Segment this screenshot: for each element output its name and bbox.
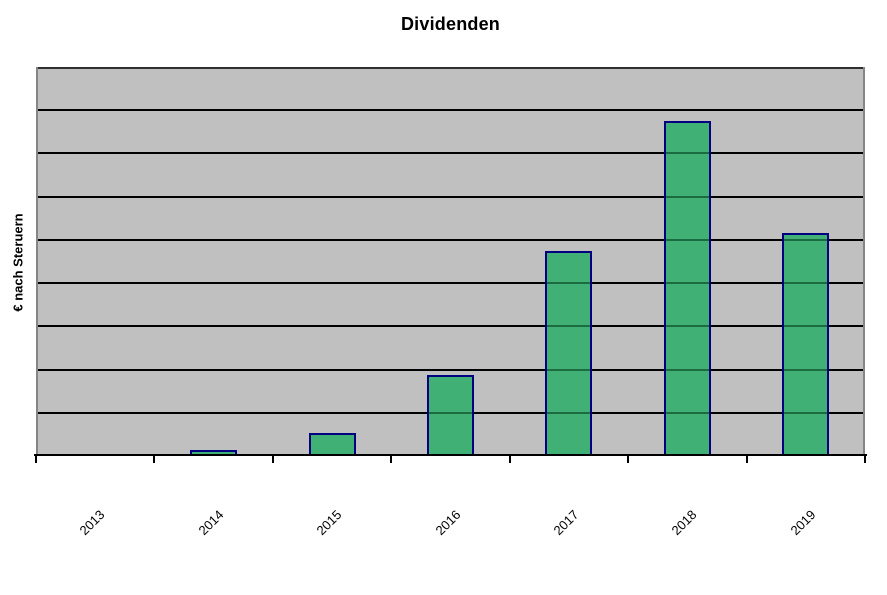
gridline xyxy=(36,152,865,154)
x-axis-tick xyxy=(35,456,37,463)
gridline-over-bar xyxy=(666,282,709,284)
x-tick-label-2017: 2017 xyxy=(550,507,582,539)
x-tick-label-2016: 2016 xyxy=(432,507,464,539)
gridline-over-bar xyxy=(666,152,709,154)
gridline xyxy=(36,196,865,198)
x-axis-tick xyxy=(746,456,748,463)
gridline xyxy=(36,67,865,69)
x-tick-label-2014: 2014 xyxy=(195,507,227,539)
gridline-over-bar xyxy=(547,369,590,371)
gridline-over-bar xyxy=(666,369,709,371)
x-axis-tick xyxy=(272,456,274,463)
plot-area xyxy=(36,67,865,456)
x-tick-label-2019: 2019 xyxy=(787,507,819,539)
gridline-over-bar xyxy=(784,412,827,414)
bar-2017 xyxy=(545,251,592,456)
gridline-over-bar xyxy=(666,412,709,414)
gridline-over-bar xyxy=(784,325,827,327)
gridline-over-bar xyxy=(784,239,827,241)
gridline-over-bar xyxy=(666,325,709,327)
gridline-over-bar xyxy=(666,239,709,241)
x-axis-tick xyxy=(509,456,511,463)
gridline xyxy=(36,109,865,111)
x-axis-tick xyxy=(627,456,629,463)
bar-2018 xyxy=(664,121,711,456)
gridline-over-bar xyxy=(784,369,827,371)
gridline-over-bar xyxy=(547,282,590,284)
gridline-over-bar xyxy=(429,412,472,414)
plot-frame-left xyxy=(36,67,38,456)
bar-2014 xyxy=(190,450,237,456)
gridline xyxy=(36,239,865,241)
y-axis-label: € nach Steruern xyxy=(10,213,26,312)
bar-2016 xyxy=(427,375,474,456)
gridline-over-bar xyxy=(547,325,590,327)
x-tick-label-2015: 2015 xyxy=(313,507,345,539)
bar-2019 xyxy=(782,233,829,456)
plot-frame-right xyxy=(863,67,865,456)
x-tick-label-2013: 2013 xyxy=(76,507,108,539)
gridline xyxy=(36,282,865,284)
gridline xyxy=(36,369,865,371)
bar-2015 xyxy=(309,433,356,456)
chart-title: Dividenden xyxy=(400,14,500,34)
x-tick-label-2018: 2018 xyxy=(668,507,700,539)
x-axis-tick xyxy=(864,456,866,463)
x-axis-tick xyxy=(390,456,392,463)
gridline-over-bar xyxy=(666,196,709,198)
x-axis-line xyxy=(34,454,867,456)
x-axis-tick xyxy=(153,456,155,463)
gridline xyxy=(36,325,865,327)
gridline-over-bar xyxy=(547,412,590,414)
gridline-over-bar xyxy=(784,282,827,284)
